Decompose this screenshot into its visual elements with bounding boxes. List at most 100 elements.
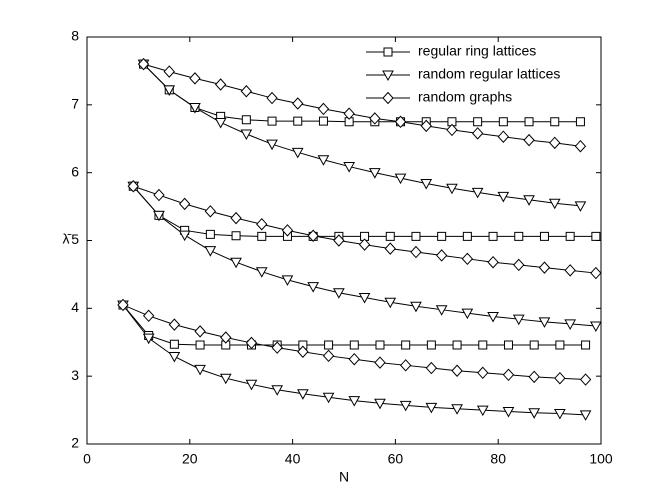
marker [512,314,525,326]
marker [194,325,206,338]
marker [462,231,472,241]
marker [343,162,355,173]
marker [214,117,227,129]
marker [297,389,309,400]
marker [375,340,385,350]
marker [497,130,510,143]
marker [374,398,386,410]
y-tick-label: 7 [71,96,79,112]
marker [503,340,513,350]
marker [230,211,242,225]
marker [564,264,576,277]
marker [245,336,258,350]
marker [333,288,345,299]
marker [461,308,474,320]
marker [178,230,191,242]
marker [369,112,381,125]
marker [410,245,422,259]
marker [348,396,361,407]
marker [245,379,258,391]
marker [514,231,524,241]
marker [137,57,150,71]
marker [178,197,191,211]
marker [219,373,232,385]
marker [271,385,284,396]
marker [189,72,201,85]
marker [189,103,201,114]
marker [322,349,335,363]
marker [291,147,304,159]
marker [267,116,277,126]
marker [575,117,585,127]
marker [554,371,566,385]
marker [358,238,371,251]
marker [163,85,176,96]
y-tick-label: 6 [71,163,79,179]
marker [420,119,432,133]
marker [257,231,267,241]
marker [554,408,566,420]
marker [266,139,278,151]
marker [382,91,394,105]
marker [452,340,462,350]
marker [502,368,515,382]
marker [420,179,433,190]
marker [214,78,227,91]
marker [399,400,412,412]
y-tick-label: 3 [71,367,79,383]
marker [368,168,381,179]
marker [523,195,535,206]
marker [322,392,335,404]
marker [513,258,525,272]
marker [360,231,370,241]
y-tick-label: 5 [71,231,79,247]
marker [488,231,498,241]
marker [426,340,436,350]
marker [550,117,560,127]
marker [590,321,602,332]
marker [473,117,483,127]
marker [447,117,457,127]
x-tick-label: 20 [182,451,198,467]
marker [425,361,438,375]
marker [549,136,561,150]
marker [528,408,541,419]
marker [400,359,412,372]
marker [590,266,602,280]
legend-label: regular ring lattices [418,43,536,59]
marker [451,364,463,377]
marker [591,231,601,241]
marker [487,311,499,323]
x-tick-label: 0 [83,451,91,467]
marker [565,231,575,241]
marker [230,257,242,269]
marker [524,117,534,127]
marker [194,364,206,376]
marker [117,298,129,312]
marker [142,333,155,345]
y-axis-label: λ̄ [63,231,72,247]
marker [383,47,393,57]
marker [461,252,474,266]
marker [348,352,360,366]
marker [374,356,386,369]
marker [153,210,165,222]
marker [446,123,458,137]
x-tick-label: 60 [388,451,404,467]
marker [476,405,489,417]
marker [498,117,508,127]
marker [307,229,319,242]
x-tick-label: 40 [285,451,301,467]
marker [298,340,308,350]
marker [292,97,304,110]
marker [497,191,510,203]
marker [204,205,217,218]
y-tick-label: 8 [71,28,79,44]
marker [384,242,396,255]
marker [471,187,484,199]
marker [255,267,268,278]
marker [168,318,181,331]
marker [523,133,535,147]
